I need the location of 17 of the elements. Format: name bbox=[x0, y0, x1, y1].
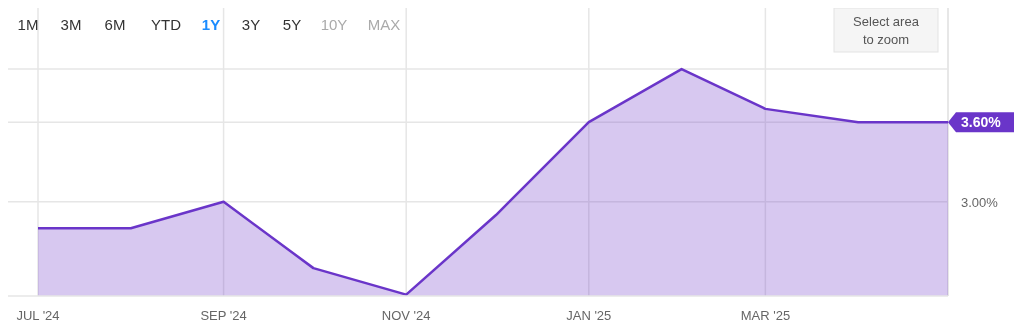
annotation: 1Y bbox=[201, 16, 221, 33]
y-tick-label: 3.60% bbox=[961, 114, 1002, 131]
annotation: MAX bbox=[367, 16, 401, 33]
x-tick-label: MAR '25 bbox=[740, 308, 791, 323]
x-tick-label: JAN '25 bbox=[566, 308, 612, 323]
annotation: 5Y bbox=[282, 16, 302, 33]
annotation: 3M bbox=[60, 16, 82, 33]
x-tick-label: JUL '24 bbox=[16, 308, 60, 323]
annotation: 1M bbox=[17, 16, 39, 33]
annotation: YTD bbox=[151, 16, 182, 33]
y-tick-label: 3.00% bbox=[961, 194, 999, 210]
annotation: Select area to zoom bbox=[853, 14, 920, 47]
x-tick-label: NOV '24 bbox=[381, 308, 431, 323]
x-tick-label: SEP '24 bbox=[200, 308, 247, 323]
annotation: 6M bbox=[104, 16, 126, 33]
annotation: 3Y bbox=[241, 16, 261, 33]
annotation: 10Y bbox=[320, 16, 348, 33]
